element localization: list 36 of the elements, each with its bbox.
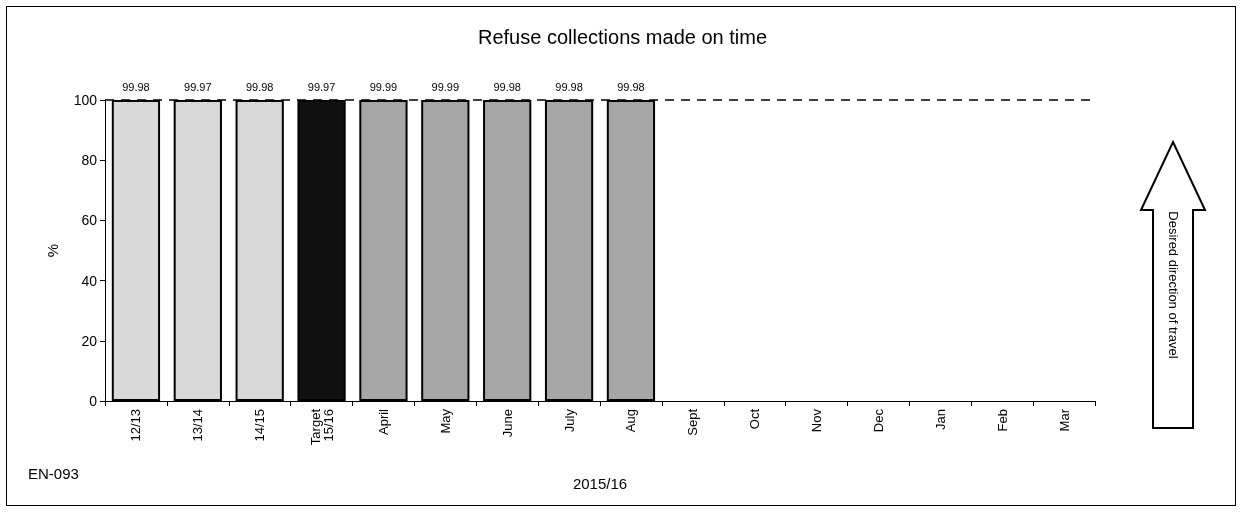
x-tick-label: 12/13 bbox=[128, 409, 144, 442]
x-tick-label: Oct bbox=[747, 408, 763, 430]
data-label: 99.97 bbox=[184, 80, 212, 93]
data-label: 99.98 bbox=[122, 80, 150, 93]
x-tick-label: 13/14 bbox=[190, 409, 206, 442]
data-label: 99.98 bbox=[245, 80, 274, 93]
data-label: 99.99 bbox=[369, 80, 398, 93]
data-label: 99.99 bbox=[431, 80, 460, 93]
y-tick-label: 60 bbox=[81, 212, 98, 229]
chart-title: Refuse collections made on time bbox=[477, 26, 768, 48]
y-tick-label: 100 bbox=[73, 92, 98, 108]
y-tick-label: 20 bbox=[81, 332, 98, 349]
x-tick-label: 14/15 bbox=[252, 409, 268, 442]
x-tick-label: May bbox=[437, 408, 453, 434]
text: EN-093 bbox=[28, 465, 79, 482]
x-tick-label: Dec bbox=[870, 408, 886, 433]
x-tick-label: April bbox=[375, 408, 391, 436]
x-tick-label: Aug bbox=[623, 409, 639, 433]
x-axis-title: 2015/16 bbox=[572, 475, 628, 492]
data-label: 99.98 bbox=[617, 80, 645, 93]
x-tick-label: Feb bbox=[994, 409, 1010, 432]
data-label: 99.98 bbox=[555, 80, 583, 93]
x-tick-label: Nov bbox=[809, 408, 825, 433]
x-tick-label: July bbox=[561, 408, 577, 433]
x-tick-label: Jan bbox=[932, 409, 948, 430]
y-tick-label: 0 bbox=[89, 393, 98, 409]
text: Desired direction of travel bbox=[1165, 211, 1181, 359]
x-tick-label: June bbox=[499, 409, 515, 438]
data-label: 99.98 bbox=[493, 80, 521, 93]
y-tick-label: 40 bbox=[81, 272, 98, 289]
x-tick-label: Target 15/16 bbox=[307, 408, 336, 446]
data-label: 99.97 bbox=[307, 80, 336, 93]
y-axis-title: % bbox=[44, 243, 61, 258]
x-tick-label: Mar bbox=[1056, 408, 1072, 432]
y-tick-label: 80 bbox=[81, 152, 98, 169]
x-tick-label: Sept bbox=[685, 408, 701, 436]
